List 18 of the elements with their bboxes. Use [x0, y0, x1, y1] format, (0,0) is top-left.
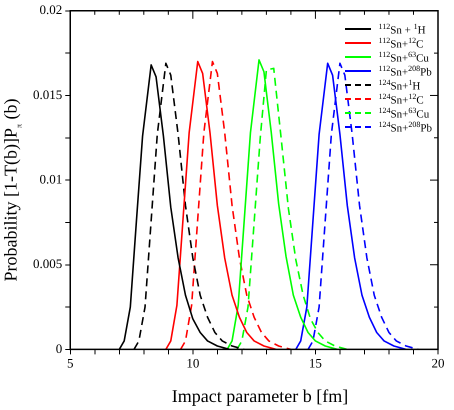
legend-label: $^{112}$Sn+$^{12}$C [378, 36, 424, 50]
x-tick-label: 10 [186, 356, 200, 371]
legend-label: $^{124}$Sn+$^{208}$Pb [378, 120, 432, 134]
legend-label: $^{112}$Sn + $^{1}$H [378, 22, 426, 36]
y-tick-label: 0.02 [40, 2, 62, 18]
y-tick-label: 0 [56, 340, 62, 356]
y-tick-label: 0.01 [40, 172, 62, 187]
legend-label: $^{112}$Sn+$^{63}$Cu [378, 50, 429, 64]
y-tick-label: 0.015 [33, 86, 62, 102]
x-tick-label: 5 [67, 356, 74, 371]
legend-label: $^{124}$Sn+$^{63}$Cu [378, 106, 430, 120]
legend-label: $^{124}$Sn+$^{12}$C [378, 92, 424, 106]
legend-label: $^{124}$Sn+$^{1}$H [378, 78, 420, 92]
y-tick-label: 0.005 [33, 256, 62, 272]
x-tick-label: 20 [432, 356, 444, 371]
x-axis-title: Impact parameter b [fm] [170, 386, 350, 407]
legend-label: $^{112}$Sn+$^{208}$Pb [378, 64, 432, 78]
x-tick-label: 15 [308, 356, 322, 371]
